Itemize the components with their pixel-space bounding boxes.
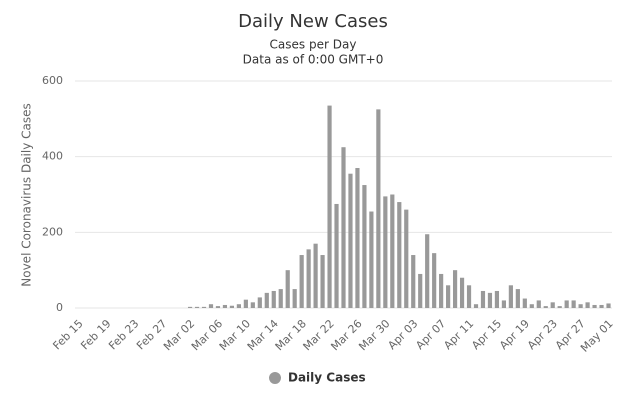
bar xyxy=(473,304,479,308)
bar xyxy=(292,289,297,308)
bar xyxy=(362,185,367,308)
bar xyxy=(606,303,611,308)
bar xyxy=(411,255,416,308)
bar xyxy=(264,292,269,308)
x-tick-label: Feb 15 xyxy=(50,317,85,352)
bar xyxy=(355,168,360,308)
bar xyxy=(194,306,200,308)
bar xyxy=(404,209,409,308)
x-tick-label: Apr 11 xyxy=(441,317,476,352)
bar xyxy=(313,243,318,308)
y-tick-label: 200 xyxy=(42,225,63,238)
x-tick-label: Feb 23 xyxy=(106,317,141,352)
bar xyxy=(564,300,569,308)
bar xyxy=(215,306,221,308)
x-tick-label: Apr 15 xyxy=(469,317,504,352)
bar xyxy=(599,304,604,308)
x-tick-label: Apr 19 xyxy=(497,317,532,352)
chart-subtitle: Data as of 0:00 GMT+0 xyxy=(243,53,384,67)
bar xyxy=(557,306,562,308)
bar xyxy=(459,277,465,308)
bar xyxy=(466,285,472,308)
chart-subtitle: Cases per Day xyxy=(270,38,357,52)
bar xyxy=(543,306,548,308)
chart-title: Daily New Cases xyxy=(238,11,388,32)
bar xyxy=(285,270,290,308)
bar xyxy=(334,203,339,308)
bar xyxy=(452,270,458,308)
legend-label: Daily Cases xyxy=(288,371,366,385)
bar xyxy=(341,147,346,308)
bar xyxy=(243,299,248,308)
y-tick-label: 400 xyxy=(42,150,63,163)
bar xyxy=(320,255,325,308)
x-tick-label: Mar 30 xyxy=(356,317,392,353)
bar xyxy=(571,300,576,308)
bar xyxy=(257,297,262,308)
bar xyxy=(327,105,332,308)
bar xyxy=(369,211,374,308)
bar xyxy=(250,302,255,308)
bar xyxy=(418,273,423,308)
bar xyxy=(585,302,590,308)
bar xyxy=(536,300,541,308)
x-tick-label: Feb 19 xyxy=(78,317,113,352)
bar xyxy=(529,304,534,308)
bar xyxy=(299,255,304,308)
x-tick-label: Apr 23 xyxy=(525,317,560,352)
y-tick-label: 600 xyxy=(42,74,63,87)
bar xyxy=(425,234,430,308)
bar xyxy=(439,273,444,308)
bar xyxy=(187,306,193,308)
bar xyxy=(348,173,353,308)
bar xyxy=(208,304,214,308)
bar xyxy=(236,304,241,308)
bar xyxy=(390,194,395,308)
bar xyxy=(480,290,486,308)
bar xyxy=(550,302,555,308)
bar xyxy=(446,285,451,308)
bar xyxy=(487,292,493,308)
bar xyxy=(508,285,513,308)
bar xyxy=(397,202,402,308)
bar xyxy=(376,109,381,308)
y-axis-title: Novel Coronavirus Daily Cases xyxy=(20,103,34,286)
bar xyxy=(383,196,388,308)
bar xyxy=(271,290,276,308)
bar xyxy=(592,304,597,308)
legend-marker xyxy=(269,372,281,384)
x-tick-label: Apr 07 xyxy=(413,317,448,352)
bar xyxy=(278,289,283,308)
bar xyxy=(522,298,527,308)
bar xyxy=(201,306,207,308)
bar xyxy=(515,289,520,308)
bar xyxy=(501,300,506,308)
bar xyxy=(306,249,311,308)
bar xyxy=(578,304,583,308)
y-tick-label: 0 xyxy=(56,301,63,314)
bar xyxy=(222,304,228,308)
bar xyxy=(432,253,437,308)
bar xyxy=(494,290,500,308)
bar xyxy=(229,305,235,308)
x-tick-label: Apr 03 xyxy=(385,317,420,352)
